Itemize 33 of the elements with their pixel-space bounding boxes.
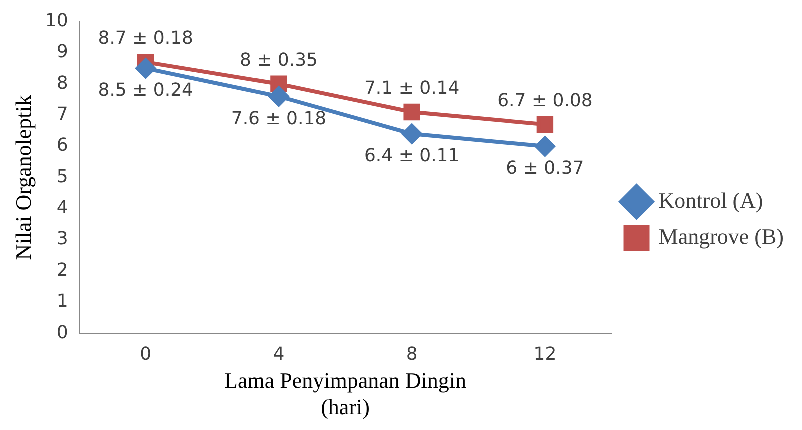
y-tick-label: 4 [56,198,68,219]
point [535,136,556,157]
data-label: 6.4 ± 0.11 [364,146,460,167]
y-tick-label: 5 [56,166,68,188]
y-tick-label: 3 [56,228,68,250]
point [136,58,156,79]
y-tick-label: 0 [56,322,68,344]
x-tick-label: 8 [406,344,418,366]
point [536,116,554,134]
y-tick-label: 2 [56,260,68,281]
data-label: 6.7 ± 0.08 [498,90,593,112]
point [402,124,422,144]
y-tick-label: 10 [45,10,68,32]
data-label: 8.5 ± 0.24 [98,80,194,102]
y-tick-label: 1 [56,291,68,312]
data-label: 7.6 ± 0.18 [231,108,327,130]
point [268,86,289,107]
x-tick-label: 4 [273,344,285,366]
legend-label: Mangrove (B) [658,224,784,249]
data-label: 8.7 ± 0.18 [98,28,194,50]
y-tick-label: 9 [56,42,68,63]
point [404,104,420,121]
data-label: 8 ± 0.35 [240,50,318,71]
x-tick-label: 0 [140,344,152,366]
y-tick-label: 8 [56,72,68,94]
x-axis-title: Lama Penyimpanan Dingin (hari) [224,368,467,420]
data-label: 6 ± 0.37 [506,158,584,180]
y-tick-label: 7 [56,104,68,126]
legend-label: Kontrol (A) [658,188,764,213]
data-label: 7.1 ± 0.14 [364,78,460,99]
x-tick-label: 12 [534,344,557,366]
y-tick-label: 6 [56,135,68,156]
y-axis-title: Nilai Organoleptik [10,95,36,260]
